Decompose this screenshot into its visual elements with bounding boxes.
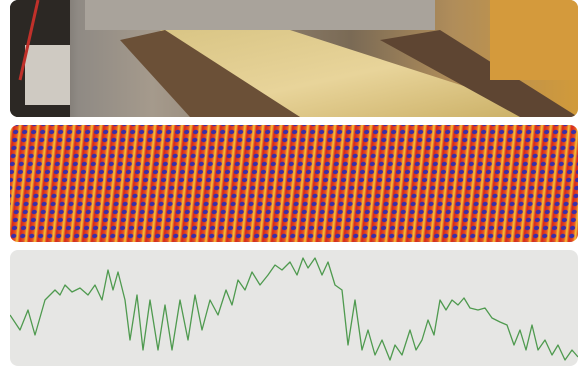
- signal-line: [10, 257, 578, 361]
- red-cable: [18, 0, 40, 81]
- orange-wall: [490, 0, 578, 80]
- rollers-right: [380, 30, 578, 117]
- photo-panel: [10, 0, 578, 117]
- control-box: [25, 45, 70, 105]
- heatmap-dots: [10, 125, 578, 242]
- rollers: [120, 30, 300, 117]
- signal-panel: [10, 250, 578, 366]
- heatmap-panel: [10, 125, 578, 242]
- oven-hood: [85, 0, 435, 30]
- signal-background: [10, 250, 578, 366]
- wafer-sheet: [160, 30, 560, 117]
